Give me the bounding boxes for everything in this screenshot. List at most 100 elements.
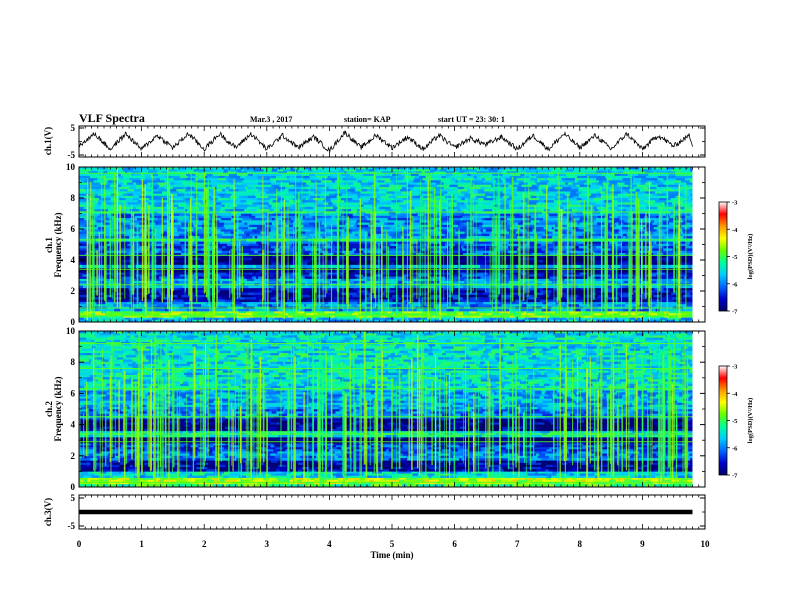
spectro-cell (583, 315, 593, 318)
spectro-cell (312, 171, 319, 174)
spectro-cell (426, 308, 439, 312)
spectro-cell (255, 215, 267, 219)
spectro-cell (502, 304, 512, 307)
spectro-cell (656, 215, 659, 219)
spectro-cell (402, 222, 405, 226)
spectro-cell (98, 317, 102, 320)
spectro-cell (567, 276, 574, 279)
spectro-cell (453, 250, 460, 254)
spectro-cell (354, 224, 357, 228)
spectro-cell (409, 304, 418, 307)
spectro-cell (142, 213, 145, 217)
spectro-cell (288, 224, 294, 228)
spectro-cell (244, 231, 254, 235)
spectro-cell (517, 250, 525, 254)
spectro-cell (277, 299, 285, 303)
spectro-cell (346, 243, 359, 247)
spectro-cell (385, 317, 394, 320)
spectro-cell (108, 315, 115, 318)
spectro-cell (79, 173, 89, 177)
spectro-cell (273, 171, 278, 174)
spectro-cell (509, 315, 515, 318)
spectro-cell (469, 304, 478, 307)
spectro-cell (577, 175, 589, 179)
spectro-cell (534, 313, 543, 316)
spectro-cell (173, 280, 176, 284)
spectro-cell (669, 215, 674, 219)
spectro-cell (575, 229, 585, 232)
spectro-cell (303, 171, 313, 174)
spectro-cell (274, 253, 277, 256)
spectro-cell (666, 229, 670, 232)
spectro-cell (242, 304, 247, 307)
spectro-cell (526, 311, 538, 314)
spectro-cell (435, 270, 439, 273)
spectro-cell (591, 222, 598, 226)
spectro-cell (667, 227, 674, 230)
spectro-cell (342, 173, 350, 177)
spectro-cell (389, 313, 393, 316)
spectro-cell (374, 272, 382, 275)
spectro-cell (267, 301, 280, 305)
spectro-cell (437, 167, 442, 170)
spectro-cell (133, 213, 143, 217)
spectro-cell (523, 257, 535, 261)
spectro-cell (650, 280, 657, 284)
spectro-cell (578, 294, 581, 298)
spectro-cell (79, 262, 82, 265)
spectro-cell (117, 257, 120, 261)
spectro-cell (381, 246, 389, 249)
spectro-cell (103, 272, 111, 275)
spectro-cell (475, 264, 481, 268)
spectro-cell (505, 167, 509, 170)
spectro-cell (185, 218, 190, 221)
spectro-cell (262, 173, 273, 177)
spectro-cell (483, 213, 489, 217)
spectro-cell (486, 304, 493, 307)
spectro-cell (192, 294, 198, 298)
spectro-cell (230, 182, 235, 185)
spectro-cell (379, 220, 388, 223)
spectro-cell (173, 241, 181, 244)
spectro-cell (281, 274, 293, 277)
spectro-cell (615, 243, 623, 247)
spectro-cell (492, 229, 503, 232)
spectro-cell (622, 241, 629, 244)
spectro-cell (230, 292, 242, 296)
spectro-cell (140, 171, 148, 174)
spectro-cell (639, 220, 643, 223)
spectro-cell (549, 262, 554, 265)
spectro-cell (420, 301, 433, 305)
spectro-cell (319, 250, 329, 254)
spectro-cell (389, 175, 394, 179)
spectro-cell (539, 218, 544, 221)
spectro-cell (116, 250, 126, 254)
spectro-cell (351, 264, 362, 268)
spectro-cell (261, 184, 272, 188)
spectro-cell (660, 294, 666, 298)
spectro-cell (588, 218, 597, 221)
spectro-cell (223, 255, 232, 258)
spectro-cell (535, 224, 546, 228)
spectro-cell (635, 175, 647, 179)
spectro-cell (386, 236, 392, 239)
spectro-cell (499, 294, 502, 298)
spectro-cell (665, 180, 674, 183)
spectro-cell (79, 319, 82, 322)
spectro-cell (463, 246, 475, 249)
spectro-cell (591, 182, 598, 185)
spectro-cell (623, 171, 631, 174)
spectro-cell (274, 218, 278, 221)
spectro-cell (313, 182, 323, 185)
spectro-cell (567, 175, 578, 179)
spectro-cell (282, 218, 292, 221)
spectro-cell (327, 255, 333, 258)
spectro-cell (618, 280, 624, 284)
spectro-cell (270, 246, 277, 249)
spectro-cell (292, 301, 303, 305)
spectro-cell (238, 233, 247, 237)
spectro-cell (235, 171, 239, 174)
spectro-cell (86, 301, 97, 305)
spectro-cell (402, 274, 408, 277)
spectro-cell (272, 167, 276, 170)
